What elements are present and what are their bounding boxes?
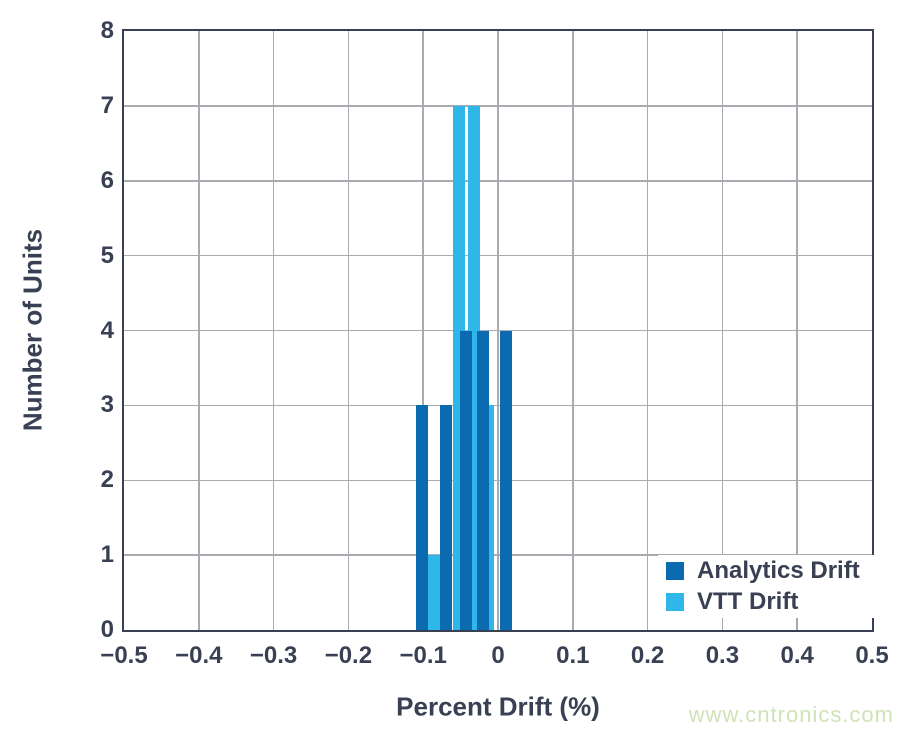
bar-vtt-drift <box>453 105 466 630</box>
legend: Analytics Drift VTT Drift <box>658 555 878 618</box>
y-axis-tick-label: 5 <box>100 241 114 269</box>
x-axis-tick-label: 0.3 <box>705 642 740 669</box>
x-axis-tick-label: 0 <box>491 642 505 669</box>
legend-label-analytics-drift: Analytics Drift <box>697 557 860 584</box>
bar-analytics-drift <box>415 405 428 630</box>
grid-line-vertical <box>198 31 200 630</box>
bar-vtt-drift <box>428 555 441 630</box>
x-axis-tick-label: 0.4 <box>780 642 814 669</box>
y-axis-tick-label: 2 <box>100 466 114 494</box>
x-axis-tick-label: 0.2 <box>630 642 665 669</box>
x-axis-tick-label: −0.1 <box>399 642 447 669</box>
x-axis-tick-label: −0.4 <box>175 642 223 669</box>
grid-line-vertical <box>796 31 798 630</box>
y-axis-tick-label: 3 <box>100 391 114 419</box>
legend-row-analytics-drift: Analytics Drift <box>666 558 878 584</box>
grid-line-vertical <box>721 31 724 630</box>
x-axis-tick-label: 0.5 <box>855 642 889 669</box>
plot-area: Analytics Drift VTT Drift <box>122 29 878 632</box>
legend-label-vtt-drift: VTT Drift <box>697 588 799 615</box>
y-axis-tick-label: 4 <box>100 316 114 344</box>
y-axis-tick-label: 7 <box>100 91 114 119</box>
bar-analytics-drift <box>500 330 513 630</box>
y-axis-tick-label: 1 <box>100 541 114 569</box>
y-axis-tick-label: 8 <box>100 17 114 44</box>
x-axis-title: Percent Drift (%) <box>396 691 600 722</box>
grid-line-vertical <box>646 31 649 630</box>
bar-analytics-drift <box>477 330 489 630</box>
x-axis-tick-label: 0.1 <box>556 642 590 669</box>
grid-line-vertical <box>272 31 275 630</box>
grid-line-vertical <box>347 31 350 630</box>
grid-line-vertical <box>572 31 574 630</box>
grid-line-vertical <box>422 31 424 630</box>
grid-line-vertical <box>497 31 499 630</box>
x-axis-tick-label: −0.3 <box>249 642 298 669</box>
y-axis-tick-label: 0 <box>100 616 114 643</box>
legend-swatch-vtt-drift <box>666 593 684 611</box>
watermark: www.cntronics.com <box>688 702 894 727</box>
legend-swatch-analytics-drift <box>666 562 684 580</box>
x-axis-tick-label: −0.5 <box>100 642 148 669</box>
bar-analytics-drift <box>439 405 452 630</box>
bar-vtt-drift <box>468 105 481 630</box>
x-axis-tick-label: −0.2 <box>324 642 373 669</box>
bar-analytics-drift <box>459 330 472 630</box>
y-axis-tick-label: 6 <box>100 166 114 194</box>
legend-row-vtt-drift: VTT Drift <box>666 589 878 615</box>
